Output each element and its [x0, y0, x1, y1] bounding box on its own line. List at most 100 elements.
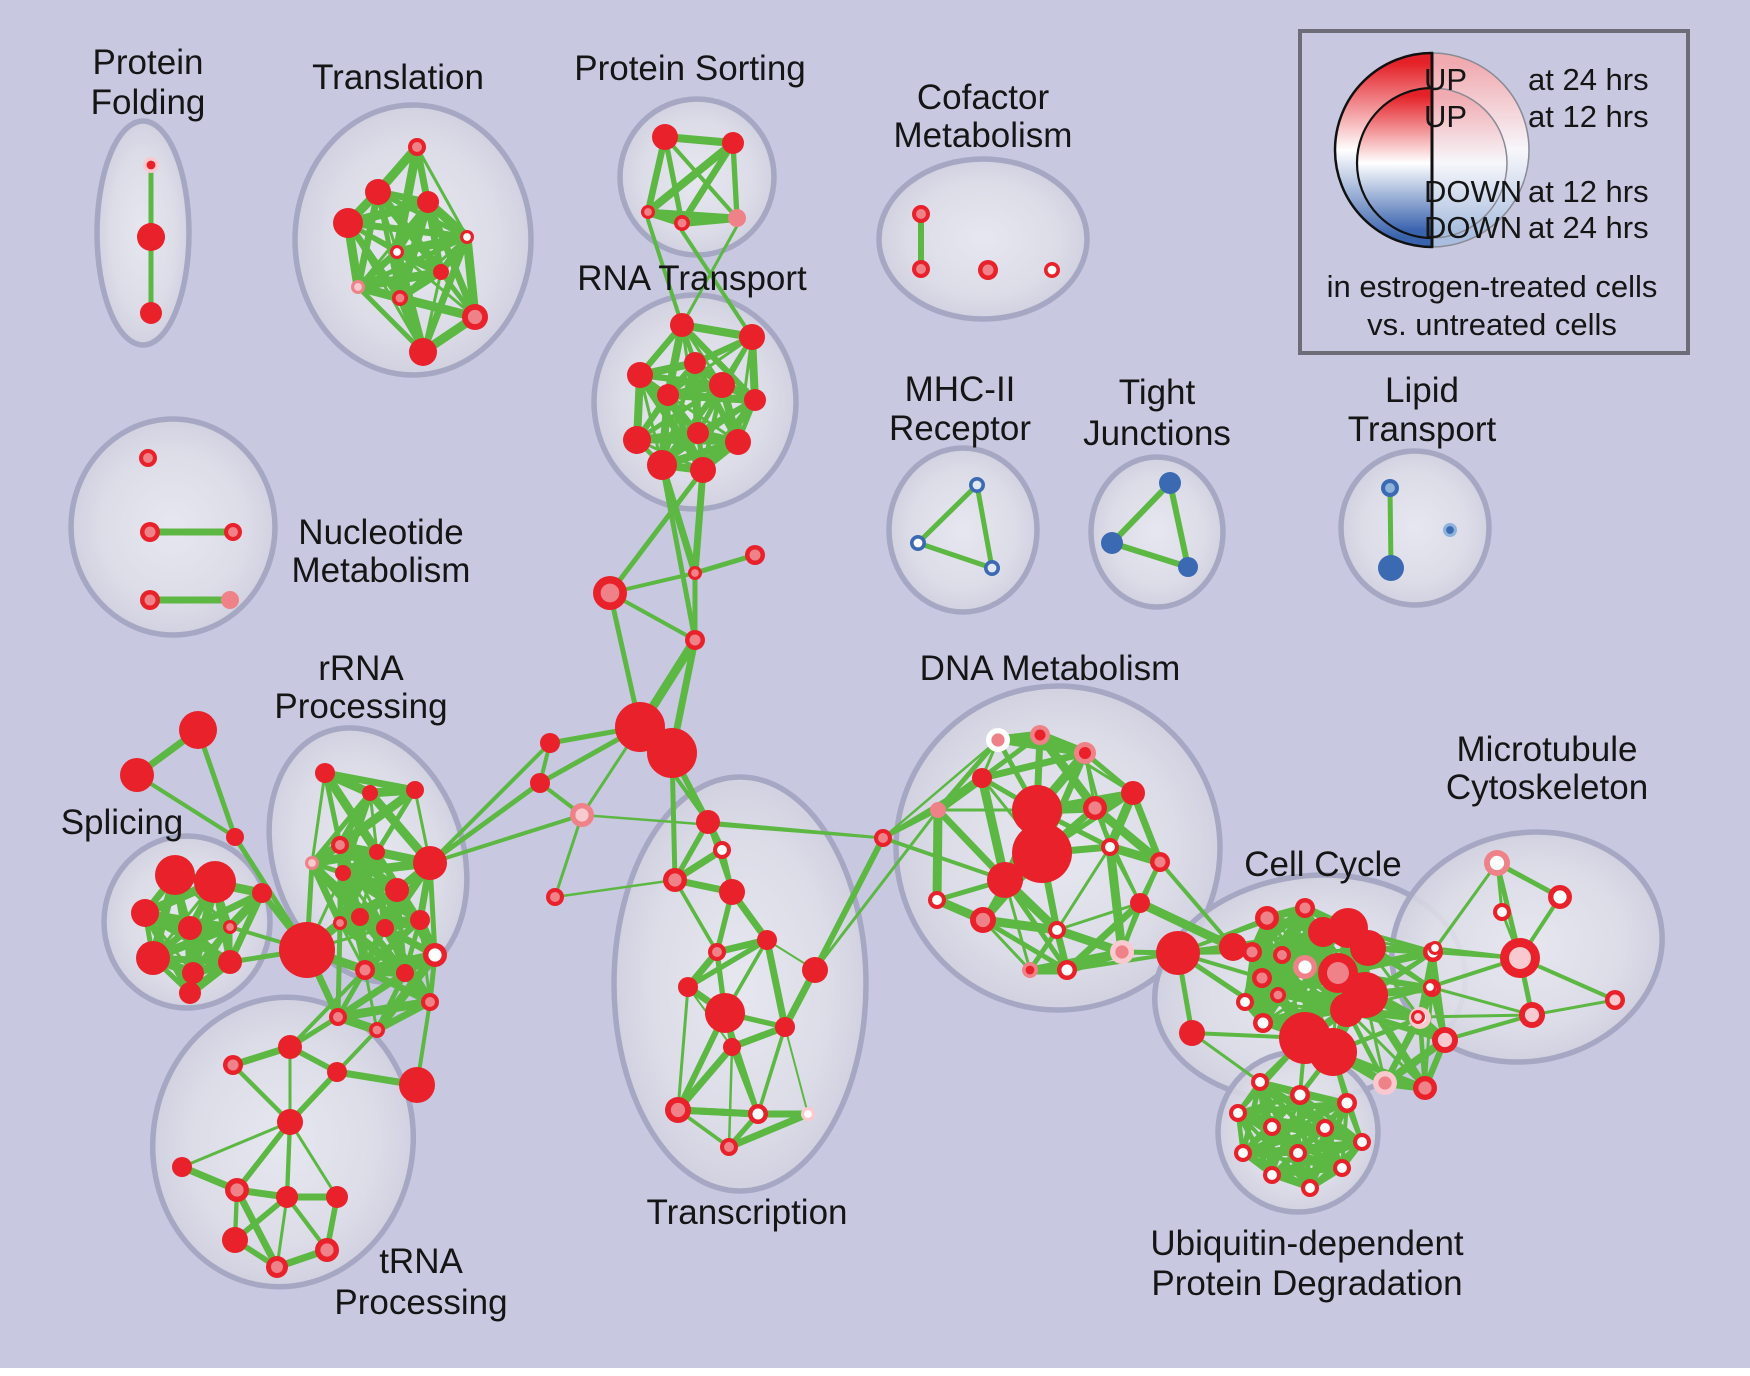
gene-node-core-rrna-processing — [428, 948, 442, 962]
gene-node-core-trna-processing — [230, 1183, 244, 1197]
edge-translation — [419, 233, 471, 356]
legend-direction-label: DOWN — [1424, 210, 1522, 245]
gene-node-core-mhc-ii-receptor — [913, 538, 923, 548]
gene-node-core-dna-metabolism — [1105, 842, 1115, 852]
gene-node-dna-metabolism — [1219, 933, 1247, 961]
edge-rrna-processing — [334, 969, 409, 1021]
gene-node-core-translation — [393, 248, 401, 256]
figure-bottom-border — [0, 1368, 1750, 1376]
gene-node-core-rrna-processing — [359, 964, 371, 976]
gene-node-translation — [409, 338, 437, 366]
gene-node-core-protein-folding — [146, 160, 156, 170]
edge-microtubule-cytoskeleton — [1428, 985, 1534, 1017]
cluster-label-cofactor-metabolism: Cofactor — [917, 78, 1050, 117]
legend-box — [1298, 29, 1690, 355]
edge-translation — [392, 247, 446, 277]
gene-node-core-transcription — [712, 947, 722, 957]
gene-node-core-nucleotide-metabolism — [143, 453, 153, 463]
edge-ubiquitin-degradation — [1235, 1100, 1350, 1116]
gene-node-trna-processing — [277, 1109, 303, 1135]
gene-node-protein-folding — [140, 302, 162, 324]
gene-node-rrna-processing — [351, 908, 369, 926]
gene-node-core-trna-processing — [320, 1243, 334, 1257]
gene-node-transcription — [775, 1017, 795, 1037]
cluster-label-lipid-transport: Transport — [1348, 410, 1497, 449]
edge-cross — [553, 813, 584, 899]
gene-node-core-cell-cycle — [1437, 1032, 1453, 1048]
cluster-ellipse-trna-processing — [149, 994, 417, 1290]
gene-node-splicing — [131, 899, 159, 927]
gene-node-rna-transport — [709, 372, 735, 398]
edge-cross — [428, 741, 552, 865]
gene-node-transcription — [802, 957, 828, 983]
gene-node-connectors — [1179, 1020, 1205, 1046]
legend-inner-circle-faded — [1431, 87, 1508, 239]
gene-node-splicing — [179, 982, 201, 1004]
gene-node-core-microtubule-cytoskeleton — [1553, 890, 1567, 904]
gene-node-core-connectors — [878, 833, 888, 843]
gene-node-core-lipid-transport — [1385, 483, 1395, 493]
edge-cross — [1190, 1031, 1262, 1084]
edge-cell-cycle — [1381, 1014, 1424, 1087]
edge-protein-sorting — [678, 139, 737, 227]
edge-rrna-processing — [310, 771, 327, 865]
gene-node-transcription — [705, 993, 745, 1033]
gene-node-core-transcription — [804, 1110, 812, 1118]
gene-node-transcription — [723, 1038, 741, 1056]
gene-node-core-transcription — [724, 1142, 734, 1152]
edge-cross — [727, 1045, 734, 1149]
gene-node-core-dna-metabolism — [932, 895, 942, 905]
edge-translation — [354, 188, 382, 291]
gene-node-core-splicing — [226, 923, 234, 931]
edge-rrna-processing — [335, 785, 420, 850]
edge-rrna-processing — [307, 847, 382, 868]
edge-trna-processing — [233, 1186, 281, 1271]
edge-mhc-ii-receptor — [915, 540, 995, 571]
edge-cross — [680, 224, 739, 327]
edge-cross — [706, 820, 885, 840]
edge-rrna-processing — [335, 920, 343, 1020]
gene-node-core-cell-cycle — [1273, 990, 1283, 1000]
edge-microtubule-cytoskeleton — [1530, 998, 1617, 1017]
gene-node-transcription — [757, 930, 777, 950]
gene-node-core-ubiquitin-degradation — [1341, 1097, 1353, 1109]
edge-rna-transport — [664, 391, 759, 404]
edge-dna-metabolism — [979, 732, 1043, 781]
gene-node-core-rrna-processing — [372, 1025, 382, 1035]
gene-node-connectors — [530, 773, 550, 793]
gene-node-connectors — [1156, 931, 1200, 975]
gene-node-connectors — [120, 758, 154, 792]
gene-node-core-nucleotide-metabolism — [144, 526, 156, 538]
legend-direction-label: UP — [1424, 99, 1467, 134]
cluster-label-mhc-ii-receptor: MHC-II — [905, 370, 1016, 409]
gene-node-core-ubiquitin-degradation — [1357, 1137, 1367, 1147]
edge-dna-metabolism — [1129, 789, 1164, 866]
gene-node-core-dna-metabolism — [1034, 729, 1046, 741]
cluster-label-protein-folding: Protein — [93, 43, 204, 82]
edge-dna-metabolism — [1105, 842, 1127, 957]
gene-node-core-dna-metabolism — [1115, 945, 1129, 959]
edge-tight-junctions — [1167, 480, 1191, 570]
gene-node-core-nucleotide-metabolism — [144, 594, 156, 606]
edge-transcription — [756, 1025, 787, 1116]
gene-node-core-ubiquitin-degradation — [1255, 1077, 1265, 1087]
edge-dna-metabolism — [980, 917, 1070, 973]
gene-node-core-lipid-transport — [1446, 526, 1454, 534]
edge-microtubule-cytoskeleton — [1416, 1013, 1534, 1019]
gene-node-lipid-transport — [1378, 555, 1404, 581]
cluster-ellipse-cofactor-metabolism — [876, 156, 1090, 322]
edge-cell-cycle — [1259, 928, 1327, 1027]
gene-node-core-microtubule-cytoskeleton — [1497, 907, 1507, 917]
cluster-label-tight-junctions: Tight — [1119, 373, 1196, 412]
cluster-label-dna-metabolism: DNA Metabolism — [920, 649, 1181, 688]
cluster-label-nucleotide-metabolism: Nucleotide — [298, 513, 463, 552]
gene-node-splicing — [218, 950, 242, 974]
edge-rna-transport — [666, 335, 754, 397]
gene-node-protein-sorting — [652, 124, 678, 150]
gene-node-tight-junctions — [1178, 557, 1198, 577]
edge-cell-cycle — [1423, 986, 1434, 1090]
gene-node-splicing — [155, 855, 195, 895]
edge-rrna-processing — [363, 968, 379, 1032]
gene-node-core-connectors — [691, 569, 699, 577]
